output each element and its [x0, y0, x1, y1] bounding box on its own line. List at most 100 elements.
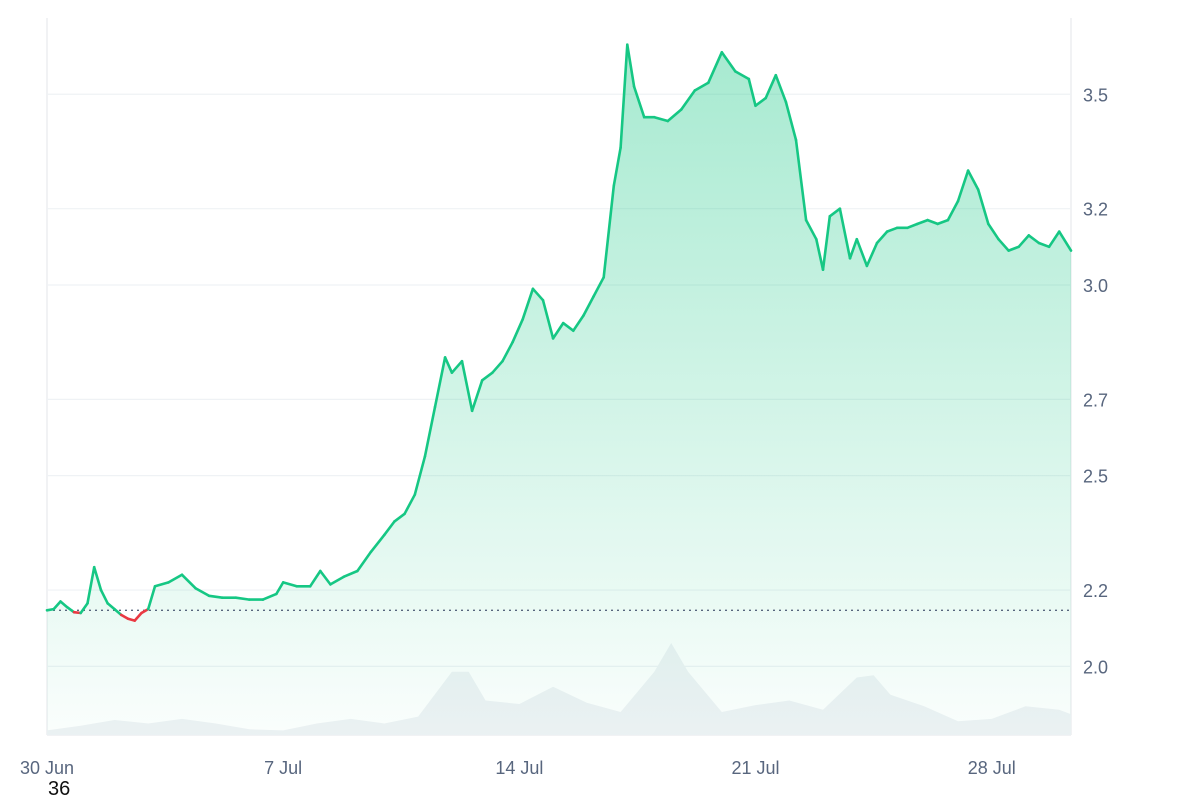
corner-number: 36 — [48, 778, 71, 800]
price-line-segment — [997, 237, 1010, 252]
price-point — [839, 208, 841, 210]
price-point — [248, 598, 250, 600]
price-line-segment — [747, 77, 757, 107]
price-point — [154, 585, 156, 587]
price-point — [643, 116, 645, 118]
price-line-segment — [423, 405, 437, 458]
price-line-segment — [612, 146, 622, 188]
price-line-segment — [65, 605, 76, 614]
price-line-segment — [848, 237, 859, 260]
price-line-segment — [986, 222, 1000, 241]
price-line-segment — [906, 222, 919, 230]
price-line-segment — [946, 199, 960, 222]
price-point — [461, 360, 463, 362]
price-point — [876, 242, 878, 244]
price-line-segment — [146, 584, 157, 611]
price-point — [785, 101, 787, 103]
price-point — [694, 89, 696, 91]
x-tick-label: 21 Jul — [732, 758, 780, 778]
price-line-segment — [356, 550, 373, 573]
price-line-segment — [936, 218, 950, 226]
price-line-segment — [625, 43, 636, 88]
price-point — [424, 455, 426, 457]
price-point — [1007, 249, 1009, 251]
price-point — [370, 551, 372, 553]
price-point — [765, 97, 767, 99]
price-point — [603, 276, 605, 278]
price-line-segment — [632, 85, 646, 119]
price-line-segment — [261, 592, 278, 601]
price-point — [181, 574, 183, 576]
price-point — [383, 534, 385, 536]
price-line-segment — [369, 533, 386, 554]
price-point — [522, 318, 524, 320]
price-point — [262, 598, 264, 600]
price-line-segment — [79, 602, 89, 615]
price-point — [532, 288, 534, 290]
price-line-segment — [693, 81, 710, 92]
price-point — [1058, 230, 1060, 232]
price-line-segment — [551, 321, 565, 340]
price-line-segment — [828, 207, 842, 218]
price-point — [194, 587, 196, 589]
price-point — [414, 494, 416, 496]
price-point — [491, 372, 493, 374]
price-point — [886, 230, 888, 232]
price-point — [66, 606, 68, 608]
price-point — [309, 585, 311, 587]
price-line-segment — [501, 340, 514, 363]
price-line-segment — [1027, 234, 1041, 245]
price-point — [805, 219, 807, 221]
price-point — [947, 219, 949, 221]
price-line-segment — [52, 600, 62, 611]
price-line-segment — [531, 287, 545, 302]
price-point — [987, 223, 989, 225]
price-line-segment — [450, 359, 464, 375]
price-point — [795, 139, 797, 141]
price-line-segment — [207, 594, 224, 600]
price-line-segment — [706, 50, 724, 85]
x-tick-label: 30 Jun — [20, 758, 74, 778]
x-tick-label: 14 Jul — [495, 758, 543, 778]
price-point — [319, 570, 321, 572]
price-line-segment — [804, 218, 818, 241]
price-point — [343, 576, 345, 578]
price-point — [93, 566, 95, 568]
price-point — [592, 295, 594, 297]
price-line-segment — [619, 43, 629, 149]
price-line-segment — [754, 96, 768, 107]
price-point — [434, 406, 436, 408]
price-point — [896, 227, 898, 229]
price-line-segment — [403, 493, 417, 516]
price-line-segment — [133, 611, 143, 622]
price-point — [393, 520, 395, 522]
price-point — [582, 314, 584, 316]
price-point — [721, 51, 723, 53]
price-line-segment — [966, 169, 980, 191]
price-point — [235, 597, 237, 599]
price-point — [511, 341, 513, 343]
price-point — [46, 609, 48, 611]
price-line-segment — [838, 207, 852, 260]
price-point — [562, 322, 564, 324]
price-line-segment — [1017, 234, 1031, 249]
price-point — [667, 120, 669, 122]
price-line-segment — [281, 581, 299, 588]
price-line-segment — [393, 512, 406, 523]
price-point — [1048, 246, 1050, 248]
price-line-segment — [521, 287, 535, 321]
price-line-segment — [794, 138, 808, 222]
price-point — [542, 299, 544, 301]
price-point — [707, 82, 709, 84]
price-line-segment — [59, 600, 69, 609]
price-point — [815, 238, 817, 240]
price-line-segment — [1037, 241, 1051, 249]
price-point — [147, 608, 149, 610]
price-point — [120, 614, 122, 616]
price-point — [471, 410, 473, 412]
price-point — [856, 238, 858, 240]
price-line-segment — [875, 230, 889, 245]
price-line-segment — [92, 565, 103, 592]
